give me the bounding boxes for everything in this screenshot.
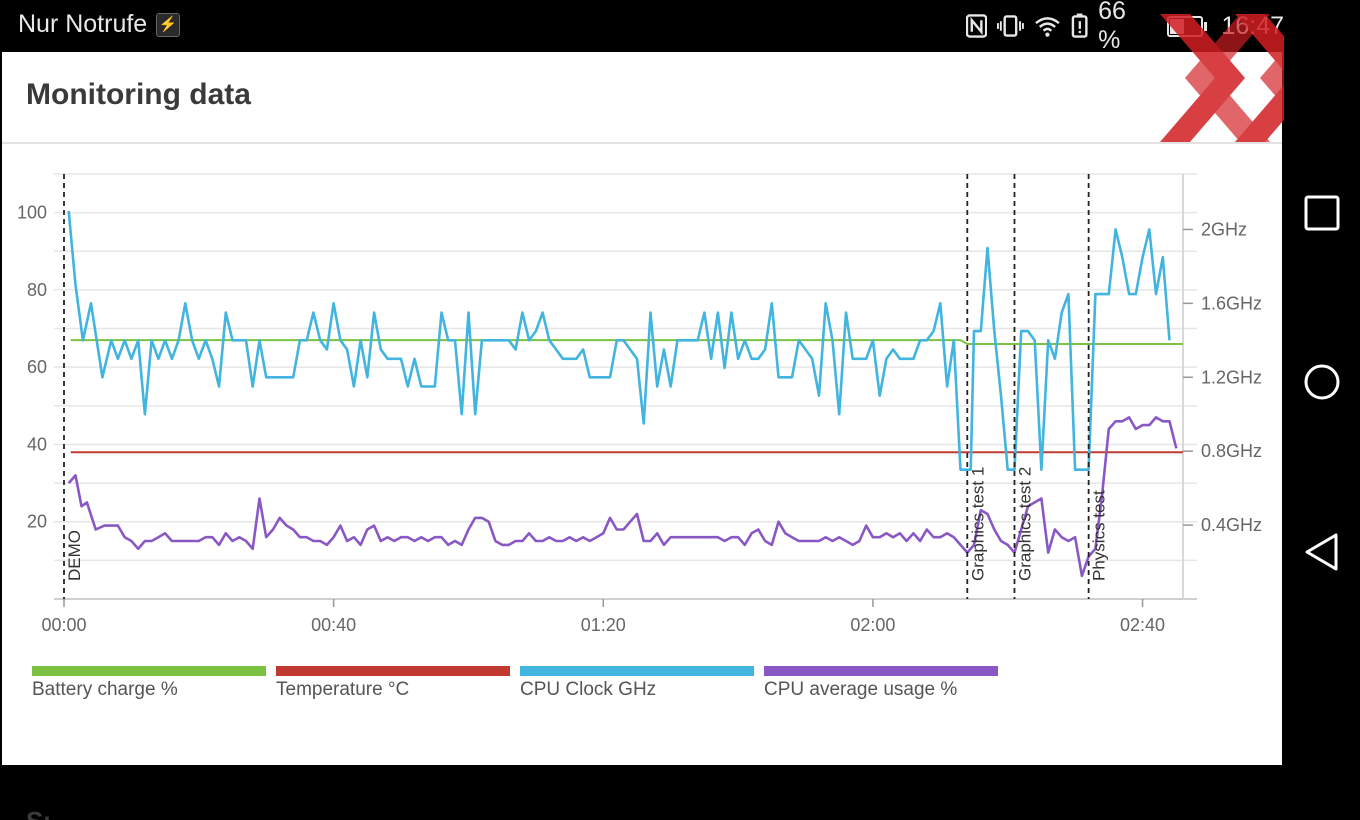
chart-svg: 20 40 60 80 100 0.4GHz 0.8GHz 1.2GHz 1.6GHz 2GHz 0… bbox=[17, 173, 1262, 635]
y-left-tick-label: 100 bbox=[17, 203, 47, 223]
monitoring-card: Monitoring data 20 40 60 80 100 0.4GHz 0.8GHz 1… bbox=[2, 52, 1282, 820]
legend-item[interactable]: Temperature °C bbox=[276, 666, 510, 706]
y-right-tick-label: 0.8GHz bbox=[1201, 441, 1262, 461]
y-left-tick-label: 20 bbox=[27, 512, 47, 532]
x-tick-label: 00:40 bbox=[311, 615, 356, 635]
carrier-label: Nur Notrufe bbox=[18, 10, 148, 38]
legend-item[interactable]: CPU average usage % bbox=[764, 666, 998, 706]
monitoring-chart: 20 40 60 80 100 0.4GHz 0.8GHz 1.2GHz 1.6GHz 2GHz 0… bbox=[2, 144, 1282, 765]
legend-swatch bbox=[764, 666, 998, 676]
status-bar: Nur Notrufe ⚡ 66 % 16:47 bbox=[0, 0, 1284, 54]
series-line bbox=[70, 339, 1183, 345]
battery-percentage: 66 % bbox=[1098, 0, 1126, 54]
next-section-heading: Sı bbox=[26, 808, 66, 820]
recent-apps-button[interactable] bbox=[1302, 193, 1342, 233]
y-left-tick-label: 80 bbox=[27, 280, 47, 300]
y-right-tick-label: 2GHz bbox=[1201, 219, 1247, 239]
navigation-bar bbox=[1284, 0, 1360, 765]
x-tick-label: 02:40 bbox=[1120, 615, 1165, 635]
legend-item[interactable]: Battery charge % bbox=[32, 666, 266, 706]
test-marker-label: Graphics test 1 bbox=[968, 467, 987, 581]
legend-swatch bbox=[32, 666, 266, 676]
home-button[interactable] bbox=[1302, 362, 1342, 402]
legend-swatch bbox=[520, 666, 754, 676]
legend-label: CPU average usage % bbox=[764, 679, 958, 700]
test-marker-label: DEMO bbox=[65, 530, 84, 581]
x-tick-label: 02:00 bbox=[850, 615, 895, 635]
series-line bbox=[67, 416, 1178, 578]
test-marker-label: Graphics test 2 bbox=[1015, 467, 1034, 581]
app-notification-icon: ⚡ bbox=[156, 13, 180, 37]
x-tick-label: 01:20 bbox=[581, 615, 626, 635]
battery-alert-icon bbox=[1071, 13, 1088, 38]
vibrate-icon bbox=[997, 15, 1024, 37]
card-header: Monitoring data bbox=[2, 52, 1282, 144]
x-tick-label: 00:00 bbox=[41, 615, 86, 635]
series-line bbox=[67, 210, 1171, 471]
y-left-tick-label: 40 bbox=[27, 434, 47, 454]
legend-label: Temperature °C bbox=[276, 679, 410, 700]
legend-item[interactable]: CPU Clock GHz bbox=[520, 666, 754, 706]
wifi-icon bbox=[1035, 17, 1060, 37]
legend-swatch bbox=[276, 666, 510, 676]
test-marker-label: Physics test bbox=[1090, 490, 1109, 581]
y-right-tick-label: 0.4GHz bbox=[1201, 515, 1262, 535]
nfc-icon bbox=[966, 14, 988, 38]
page-title: Monitoring data bbox=[26, 78, 251, 111]
back-button[interactable] bbox=[1302, 532, 1342, 572]
y-right-tick-label: 1.6GHz bbox=[1201, 293, 1262, 313]
legend-label: CPU Clock GHz bbox=[520, 679, 657, 700]
y-left-tick-label: 60 bbox=[27, 357, 47, 377]
legend-label: Battery charge % bbox=[32, 679, 178, 700]
y-right-tick-label: 1.2GHz bbox=[1201, 367, 1262, 387]
